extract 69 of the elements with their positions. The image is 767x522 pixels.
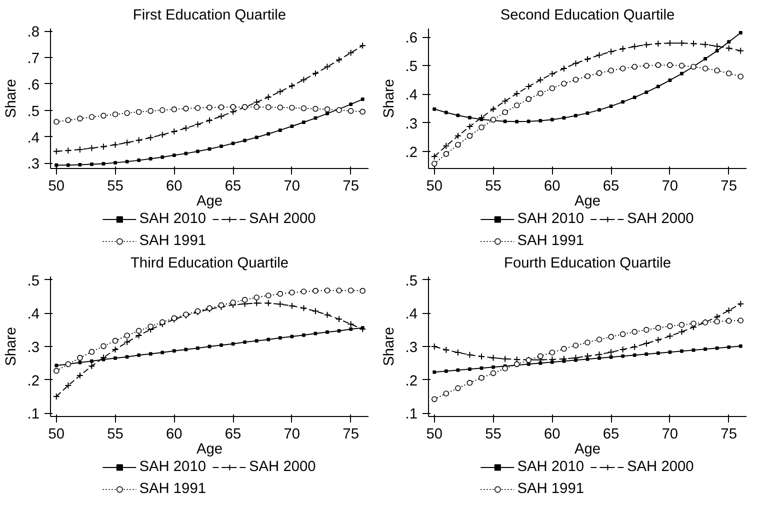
- y-tick-label: .2: [405, 373, 418, 390]
- y-axis-title: Share: [381, 78, 398, 118]
- legend-label: SAH 2010: [517, 459, 584, 475]
- x-tick-label: 60: [544, 426, 560, 442]
- legend-label: SAH 2010: [517, 211, 584, 227]
- legend-label: SAH 1991: [139, 481, 206, 497]
- y-tick-label: .4: [27, 130, 40, 146]
- legend-label: SAH 2010: [139, 211, 206, 227]
- y-tick-label: .4: [405, 88, 418, 104]
- x-tick-label: 75: [342, 178, 359, 194]
- x-axis-title: Age: [196, 194, 223, 210]
- x-tick-label: 65: [602, 426, 620, 442]
- x-tick-label: 50: [48, 426, 65, 442]
- chart-title: Third Education Quartile: [130, 256, 289, 272]
- x-tick-label: 55: [107, 178, 124, 194]
- y-tick-label: .1: [27, 406, 40, 423]
- y-tick-label: .8: [27, 24, 40, 41]
- x-tick-label: 75: [720, 178, 737, 194]
- y-tick-label: .1: [405, 406, 418, 423]
- y-tick-label: .3: [405, 116, 418, 132]
- x-tick-label: 70: [284, 426, 300, 442]
- legend-label: SAH 2000: [627, 459, 694, 475]
- legend-label: SAH 2000: [627, 211, 694, 227]
- y-tick-label: .5: [27, 104, 40, 120]
- legend-label: SAH 2010: [139, 459, 206, 475]
- y-tick-label: .6: [27, 77, 40, 94]
- x-tick-label: 50: [426, 426, 443, 442]
- x-tick-label: 55: [485, 178, 502, 194]
- legend-label: SAH 1991: [139, 233, 206, 249]
- y-axis-title: Share: [381, 326, 398, 366]
- y-axis-title: Share: [3, 326, 20, 366]
- x-tick-label: 65: [224, 178, 242, 194]
- y-tick-label: .3: [27, 156, 40, 173]
- x-tick-label: 65: [224, 426, 242, 442]
- y-tick-label: .5: [27, 273, 40, 290]
- x-axis-title: Age: [196, 442, 223, 458]
- x-axis-title: Age: [574, 442, 601, 458]
- x-tick-label: 50: [48, 178, 65, 194]
- legend-label: SAH 1991: [517, 233, 584, 249]
- y-tick-label: .3: [405, 340, 418, 356]
- x-tick-label: 70: [662, 178, 678, 194]
- y-tick-label: .4: [27, 306, 40, 323]
- y-tick-label: .2: [405, 144, 418, 161]
- x-tick-label: 50: [426, 178, 443, 194]
- chart-title: Second Education Quartile: [500, 8, 675, 24]
- x-tick-label: 70: [662, 426, 678, 442]
- chart-title: Fourth Education Quartile: [504, 256, 672, 272]
- y-tick-label: .6: [405, 30, 418, 47]
- x-tick-label: 60: [166, 178, 182, 194]
- y-tick-label: .5: [405, 59, 418, 76]
- y-tick-label: .3: [27, 340, 40, 356]
- y-tick-label: .7: [27, 51, 40, 68]
- x-axis-title: Age: [574, 194, 601, 210]
- x-tick-label: 75: [342, 426, 359, 442]
- x-tick-label: 65: [602, 178, 620, 194]
- x-tick-label: 55: [107, 426, 124, 442]
- y-tick-label: .4: [405, 306, 418, 323]
- legend-label: SAH 2000: [249, 459, 316, 475]
- legend-label: SAH 2000: [249, 211, 316, 227]
- chart-title: First Education Quartile: [132, 8, 286, 24]
- x-tick-label: 75: [720, 426, 737, 442]
- x-tick-label: 55: [485, 426, 502, 442]
- x-tick-label: 70: [284, 178, 300, 194]
- y-tick-label: .2: [27, 373, 40, 390]
- y-tick-label: .5: [405, 273, 418, 290]
- x-tick-label: 60: [166, 426, 182, 442]
- legend-label: SAH 1991: [517, 481, 584, 497]
- x-tick-label: 60: [544, 178, 560, 194]
- y-axis-title: Share: [3, 78, 20, 118]
